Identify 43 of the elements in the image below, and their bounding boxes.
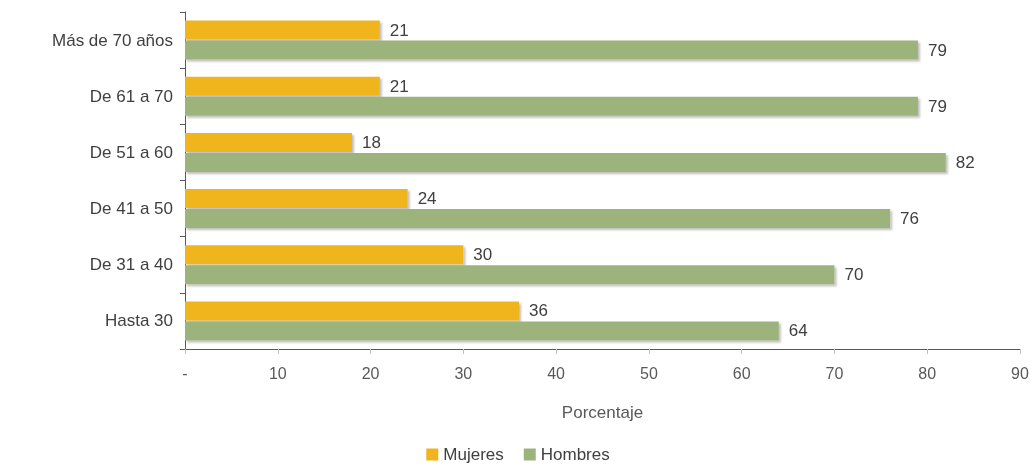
data-label: 79	[927, 40, 947, 60]
bar	[185, 132, 352, 152]
x-axis-title: Porcentaje	[561, 403, 644, 422]
bar	[185, 152, 946, 172]
data-label: 18	[362, 132, 381, 152]
data-label: 24	[417, 189, 437, 209]
x-tick-label: 90	[1011, 364, 1029, 382]
bar	[185, 96, 918, 116]
data-label: 79	[927, 96, 947, 116]
y-tick-label: De 41 a 50	[89, 199, 173, 219]
bar	[185, 189, 408, 209]
x-tick-label: 60	[732, 364, 751, 382]
x-tick-label: 10	[268, 364, 287, 382]
data-label: 76	[900, 209, 920, 229]
data-label: 21	[389, 20, 409, 40]
y-tick-label: Más de 70 años	[52, 30, 173, 50]
x-tick-label: 70	[825, 364, 844, 382]
y-tick-label: De 61 a 70	[89, 86, 173, 106]
bar	[185, 245, 464, 265]
bar	[185, 301, 519, 321]
bar	[185, 265, 835, 285]
bar	[185, 40, 918, 60]
x-tick-label: 20	[361, 364, 380, 382]
y-tick-label: De 31 a 40	[89, 255, 173, 275]
data-label: 36	[529, 301, 548, 321]
x-tick-label: 40	[547, 364, 566, 382]
y-tick-label: De 51 a 60	[89, 142, 173, 162]
x-tick-label: 50	[639, 364, 658, 382]
x-tick-label: 80	[918, 364, 937, 382]
bar	[185, 76, 380, 96]
data-label: 82	[955, 152, 975, 172]
legend-label: Mujeres	[443, 445, 504, 464]
bar	[185, 321, 779, 341]
data-label: 30	[473, 245, 493, 265]
x-tick-label: -	[182, 364, 188, 382]
data-label: 21	[389, 76, 409, 96]
x-tick-label: 30	[454, 364, 473, 382]
y-tick-label: Hasta 30	[104, 311, 173, 331]
legend-label: Hombres	[540, 445, 610, 464]
data-label: 70	[844, 265, 864, 285]
data-label: 64	[788, 321, 808, 341]
bar	[185, 209, 891, 229]
bar	[185, 20, 380, 40]
